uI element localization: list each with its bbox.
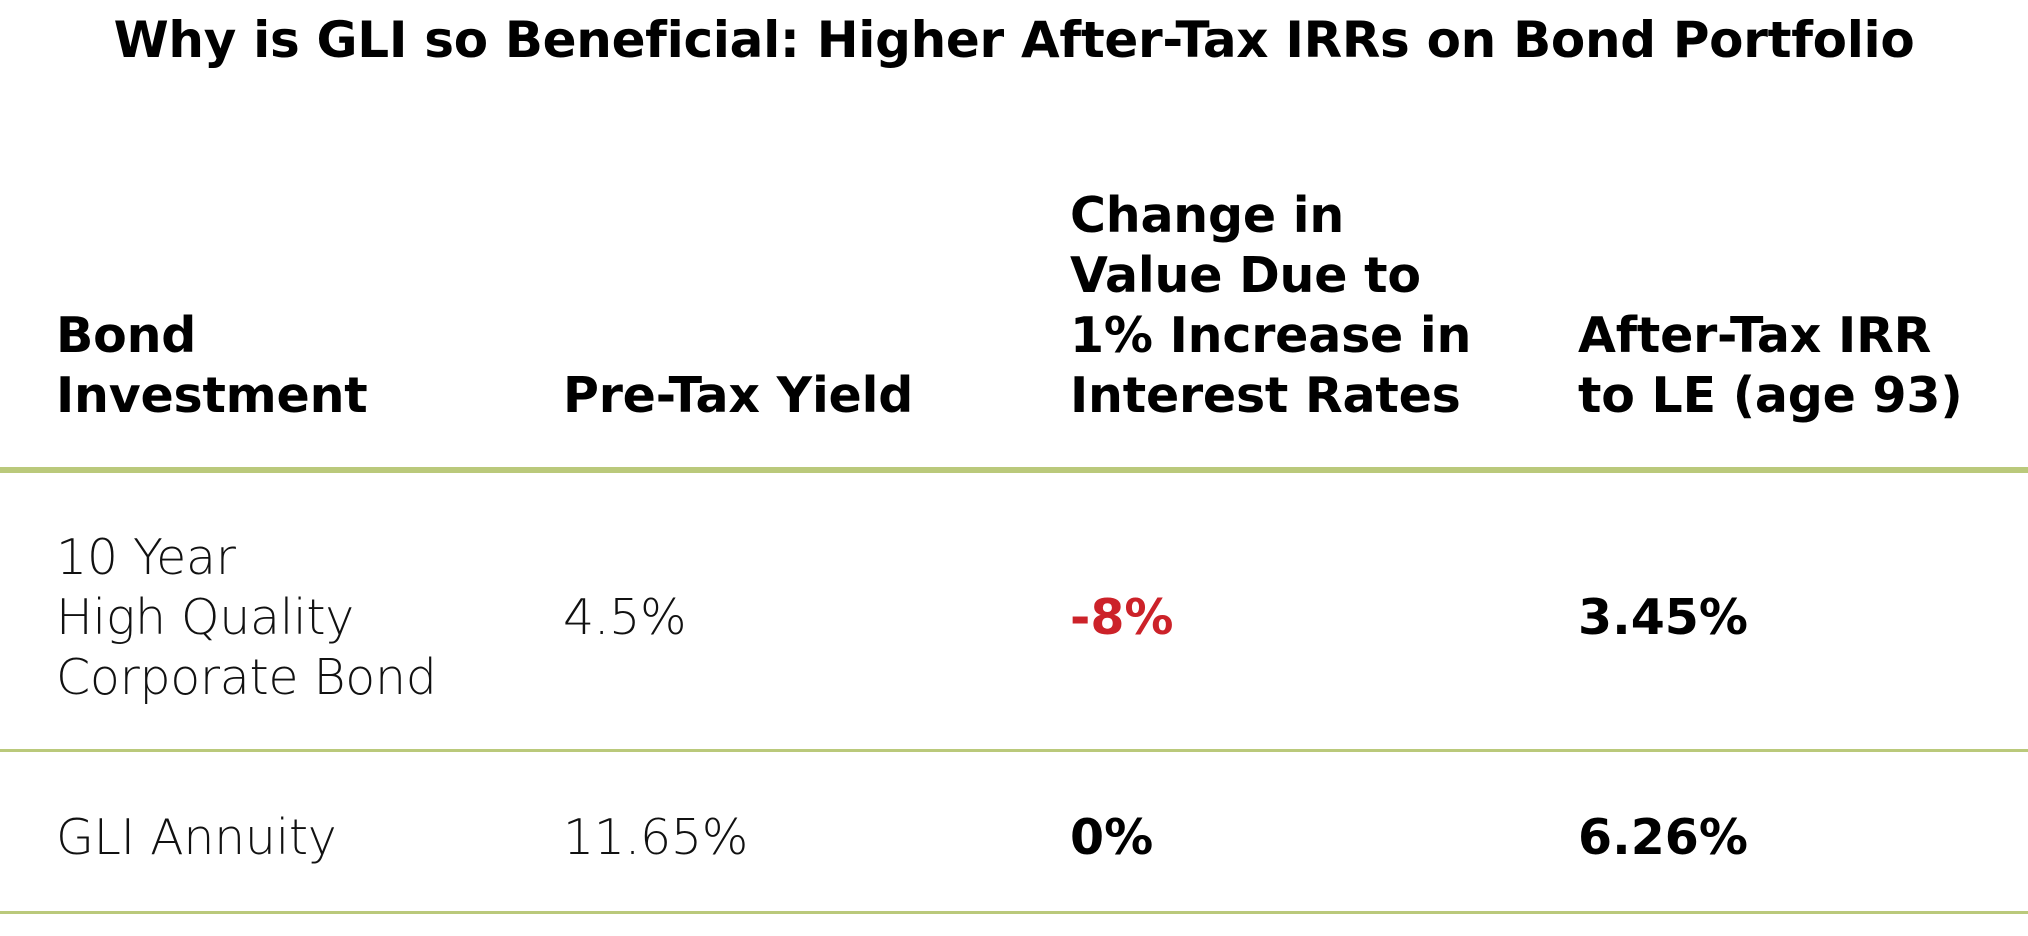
row-divider-1 [0, 749, 2028, 752]
header-bond-investment-line-1: Bond [56, 307, 197, 364]
header-change-in-value-line-4: Interest Rates [1070, 367, 1461, 424]
header-change-in-value-line-3: 1% Increase in [1070, 307, 1472, 364]
header-change-in-value: Change in Value Due to 1% Increase in In… [1070, 186, 1471, 426]
row-2-investment: GLI Annuity [56, 809, 337, 866]
page-title: Why is GLI so Beneficial: Higher After-T… [113, 11, 1915, 69]
header-after-tax-irr-line-2: to LE (age 93) [1578, 367, 1963, 424]
header-change-in-value-line-1: Change in [1070, 187, 1345, 244]
row-1-pre-tax-yield: 4.5% [563, 589, 687, 646]
row-2-change-in-value: 0% [1070, 809, 1154, 866]
row-1-change-in-value: -8% [1070, 589, 1174, 646]
row-1-investment-line-3: Corporate Bond [56, 649, 437, 706]
row-1-after-tax-irr: 3.45% [1578, 589, 1748, 646]
header-bond-investment: Bond Investment [56, 306, 368, 426]
row-2-after-tax-irr: 6.26% [1578, 809, 1748, 866]
row-divider-2 [0, 911, 2028, 914]
header-divider [0, 467, 2028, 473]
row-1-investment-line-2: High Quality [56, 589, 354, 646]
header-bond-investment-line-2: Investment [56, 367, 368, 424]
header-after-tax-irr-line-1: After-Tax IRR [1578, 307, 1932, 364]
header-change-in-value-line-2: Value Due to [1070, 247, 1421, 304]
row-1-investment-line-1: 10 Year [56, 529, 236, 586]
header-after-tax-irr: After-Tax IRR to LE (age 93) [1578, 306, 1963, 426]
row-1-investment: 10 Year High Quality Corporate Bond [56, 528, 437, 708]
header-pre-tax-yield-line-1: Pre-Tax Yield [563, 367, 914, 424]
row-2-pre-tax-yield: 11.65% [563, 809, 749, 866]
header-pre-tax-yield: Pre-Tax Yield [563, 366, 913, 426]
